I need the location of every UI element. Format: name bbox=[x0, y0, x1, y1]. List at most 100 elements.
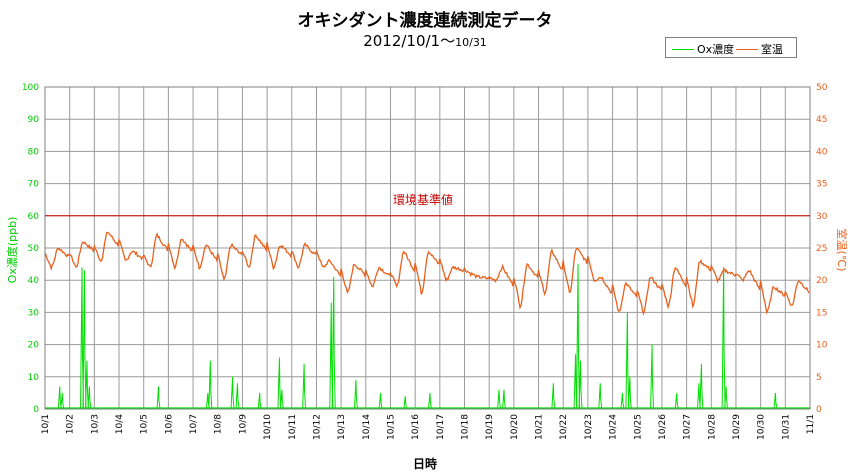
ox-peak bbox=[576, 264, 581, 410]
y-tick-label-right: 50 bbox=[816, 83, 828, 93]
ox-peak bbox=[257, 392, 262, 410]
ox-peak bbox=[627, 376, 632, 410]
ox-peak bbox=[84, 360, 89, 410]
y-tick-label-right: 45 bbox=[816, 115, 827, 125]
y-tick-label-right: 0 bbox=[816, 405, 822, 415]
y-tick-label-left: 40 bbox=[28, 276, 40, 286]
subtitle-main: 2012/10/1～ bbox=[363, 32, 456, 50]
x-tick-label: 10/24 bbox=[609, 414, 619, 440]
ox-peak bbox=[578, 360, 583, 410]
x-tick-label: 10/31 bbox=[781, 414, 791, 440]
x-tick-label: 10/30 bbox=[757, 414, 767, 440]
y-tick-label-right: 5 bbox=[816, 373, 822, 383]
y-tick-label-right: 15 bbox=[816, 308, 827, 318]
legend-label-temp: 室温 bbox=[761, 43, 783, 56]
x-tick-label: 10/6 bbox=[164, 414, 174, 434]
ox-peak bbox=[378, 392, 383, 410]
x-tick-label: 10/19 bbox=[485, 414, 495, 440]
chart-subtitle: 2012/10/1～10/31 bbox=[0, 30, 850, 51]
x-tick-label: 10/5 bbox=[140, 414, 150, 434]
x-tick-label: 10/10 bbox=[263, 414, 273, 440]
x-tick-label: 10/18 bbox=[461, 414, 471, 440]
x-tick-label: 10/16 bbox=[411, 414, 421, 440]
x-tick-label: 10/2 bbox=[66, 414, 76, 434]
chart-title: オキシダント濃度連続測定データ bbox=[297, 11, 553, 31]
ox-peak bbox=[208, 360, 213, 410]
legend-label-ox: Ox濃度 bbox=[697, 43, 735, 56]
legend-item-ox: Ox濃度 bbox=[672, 41, 734, 57]
x-tick-label: 10/21 bbox=[535, 414, 545, 440]
grid bbox=[44, 86, 811, 410]
y-tick-label-right: 20 bbox=[816, 276, 828, 286]
x-tick-label: 10/13 bbox=[337, 414, 347, 440]
x-tick-label: 10/11 bbox=[288, 414, 298, 440]
x-tick-label: 10/17 bbox=[436, 414, 446, 440]
legend-swatch-temp bbox=[736, 48, 758, 50]
legend: Ox濃度 室温 bbox=[665, 37, 797, 58]
x-axis-label: 日時 bbox=[412, 457, 437, 471]
ox-peak bbox=[57, 386, 62, 410]
y-tick-label-right: 30 bbox=[816, 212, 828, 222]
ox-peak bbox=[403, 396, 408, 410]
ox-peak bbox=[620, 392, 625, 410]
y-tick-label-left: 80 bbox=[28, 147, 40, 157]
y-axis-label-left: Ox濃度(ppb) bbox=[5, 217, 19, 284]
x-tick-label: 11/1 bbox=[806, 414, 816, 434]
temp-line bbox=[44, 231, 810, 316]
x-tick-label: 10/4 bbox=[115, 414, 125, 434]
ox-peak bbox=[674, 392, 679, 410]
x-tick-label: 10/8 bbox=[214, 414, 224, 434]
threshold-label: 環境基準値 bbox=[393, 192, 453, 207]
ox-peak bbox=[625, 312, 630, 410]
y-tick-label-left: 10 bbox=[28, 373, 40, 383]
y-tick-label-left: 20 bbox=[28, 341, 40, 351]
legend-swatch-ox bbox=[672, 48, 694, 50]
ox-peak bbox=[650, 344, 655, 410]
x-tick-label: 10/3 bbox=[90, 414, 100, 434]
ox-peak bbox=[497, 389, 502, 410]
series-temp bbox=[44, 231, 810, 316]
x-tick-label: 10/29 bbox=[732, 414, 742, 440]
y-tick-label-left: 90 bbox=[28, 115, 40, 125]
x-tick-label: 10/20 bbox=[510, 414, 520, 440]
subtitle-small: 10/31 bbox=[455, 36, 487, 49]
ox-peak bbox=[60, 392, 65, 410]
ox-peak bbox=[773, 392, 778, 410]
ox-peak bbox=[80, 267, 84, 410]
y-axis-label-right: 室温(℃) bbox=[835, 229, 849, 272]
x-tick-label: 10/25 bbox=[633, 414, 643, 440]
ox-peak bbox=[329, 302, 334, 410]
y-tick-label-left: 30 bbox=[28, 308, 40, 318]
ox-peak bbox=[551, 383, 556, 410]
x-tick-label: 10/23 bbox=[584, 414, 594, 440]
y-tick-label-left: 100 bbox=[22, 83, 39, 93]
x-tick-label: 10/1 bbox=[41, 414, 51, 434]
y-tick-label-left: 50 bbox=[28, 244, 40, 254]
y-tick-label-right: 40 bbox=[816, 147, 828, 157]
x-tick-label: 10/26 bbox=[658, 414, 668, 440]
axes: 0 10 20 30 40 50 60 70 80 90 100 0 5 10 15 20 25 30 35 40 45… bbox=[22, 83, 828, 440]
ox-peak bbox=[699, 363, 704, 410]
x-tick-label: 10/15 bbox=[386, 414, 396, 440]
y-tick-label-left: 70 bbox=[28, 180, 40, 190]
ox-peak bbox=[279, 389, 284, 410]
x-tick-label: 10/27 bbox=[683, 414, 693, 440]
y-tick-label-left: 60 bbox=[28, 212, 40, 222]
ox-peak bbox=[82, 270, 87, 410]
y-tick-label-right: 25 bbox=[816, 244, 827, 254]
x-tick-label: 10/28 bbox=[707, 414, 717, 440]
x-tick-label: 10/22 bbox=[559, 414, 569, 440]
series-ox bbox=[45, 264, 810, 410]
ox-peak bbox=[353, 379, 358, 410]
y-tick-label-left: 0 bbox=[33, 405, 39, 415]
ox-peak bbox=[331, 276, 336, 410]
ox-peak bbox=[598, 383, 603, 410]
ox-peak bbox=[502, 389, 506, 410]
ox-peak bbox=[277, 357, 282, 410]
x-tick-label: 10/14 bbox=[362, 414, 372, 440]
x-tick-label: 10/9 bbox=[238, 414, 248, 434]
ox-peak bbox=[427, 392, 432, 410]
ox-peak bbox=[87, 386, 92, 410]
ox-peak bbox=[724, 386, 729, 410]
